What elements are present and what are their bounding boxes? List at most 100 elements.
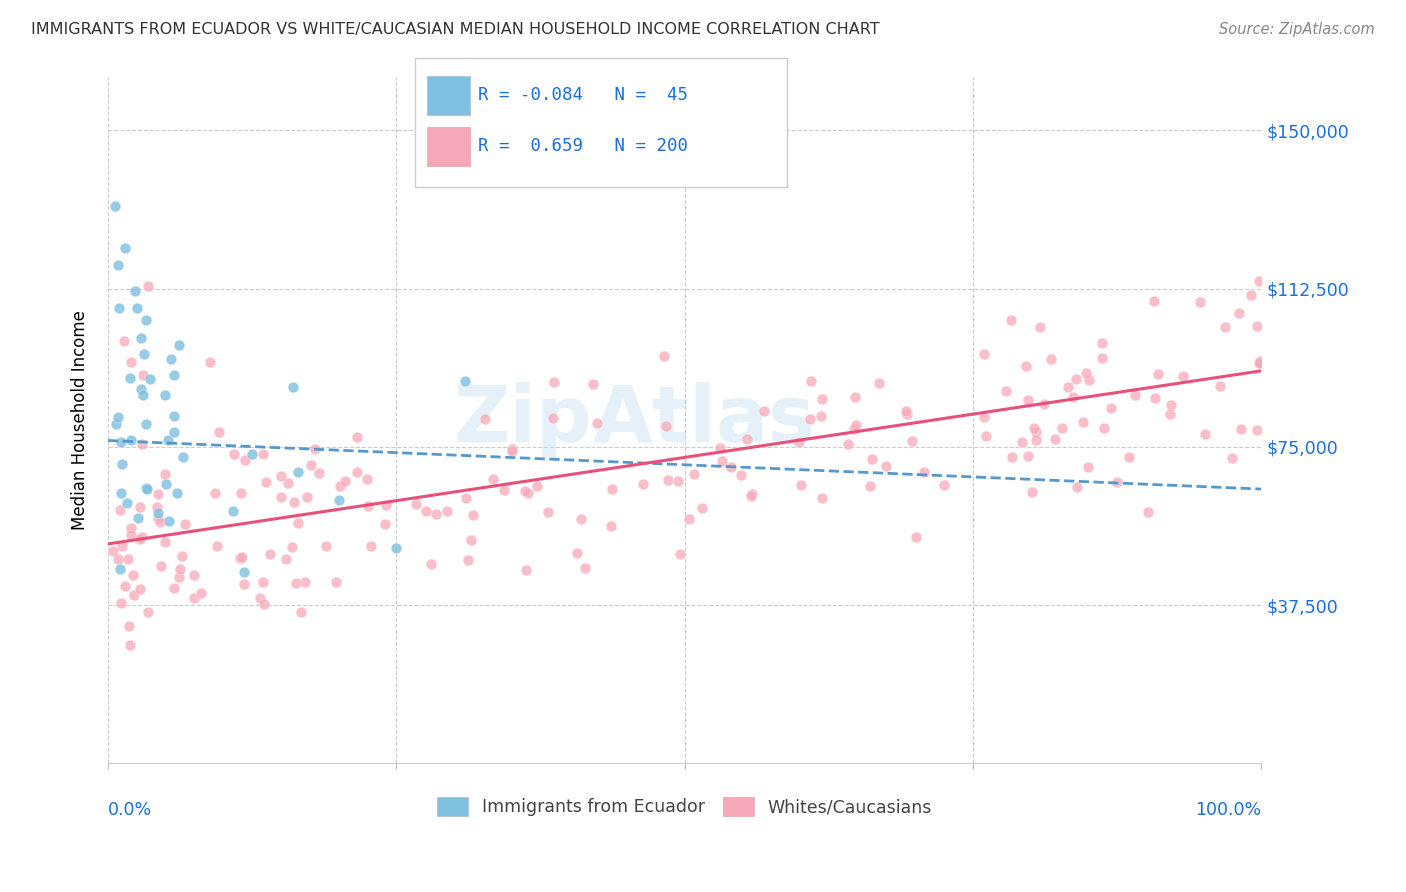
Point: [111, 457, 134, 471]
Point: [124, 284, 146, 298]
Point: [860, 452, 883, 467]
Point: [118, 619, 141, 633]
Point: [252, 575, 274, 590]
Point: [153, 534, 176, 549]
Point: [501, 443, 523, 458]
Point: [1240, 288, 1263, 302]
Point: [153, 467, 176, 481]
Point: [858, 479, 880, 493]
Point: [537, 505, 560, 519]
Point: [174, 517, 197, 532]
Point: [149, 515, 172, 529]
Point: [454, 375, 477, 389]
Point: [374, 516, 396, 531]
Point: [1220, 451, 1243, 466]
Point: [149, 558, 172, 573]
Point: [240, 447, 263, 461]
Point: [232, 576, 254, 591]
Point: [101, 544, 124, 558]
Point: [233, 453, 256, 467]
Point: [934, 477, 956, 491]
Point: [163, 409, 186, 423]
Point: [172, 450, 194, 465]
Point: [1091, 351, 1114, 365]
Point: [107, 301, 129, 315]
Point: [844, 422, 866, 436]
Point: [735, 432, 758, 446]
Point: [107, 409, 129, 424]
Point: [1099, 401, 1122, 416]
Point: [117, 552, 139, 566]
Point: [156, 434, 179, 448]
Point: [325, 574, 347, 589]
Point: [683, 467, 706, 481]
Point: [253, 597, 276, 611]
Point: [494, 483, 516, 497]
Point: [295, 490, 318, 504]
Point: [1074, 366, 1097, 380]
Point: [153, 388, 176, 402]
Point: [146, 487, 169, 501]
Point: [1001, 450, 1024, 465]
Point: [252, 447, 274, 461]
Point: [1249, 356, 1271, 370]
Point: [129, 382, 152, 396]
Point: [1249, 354, 1271, 368]
Point: [461, 508, 484, 523]
Point: [270, 490, 292, 504]
Point: [299, 458, 322, 472]
Text: Zip: Zip: [454, 383, 592, 458]
Point: [754, 404, 776, 418]
Point: [122, 588, 145, 602]
Point: [287, 516, 309, 530]
Point: [481, 472, 503, 486]
Point: [274, 552, 297, 566]
Point: [1209, 378, 1232, 392]
Point: [1143, 293, 1166, 308]
Point: [148, 507, 170, 521]
Point: [249, 591, 271, 605]
Point: [425, 507, 447, 521]
Point: [110, 596, 132, 610]
Point: [1077, 459, 1099, 474]
Point: [183, 568, 205, 582]
Point: [139, 372, 162, 386]
Point: [1011, 434, 1033, 449]
Point: [277, 476, 299, 491]
Point: [146, 511, 169, 525]
Point: [1040, 352, 1063, 367]
Point: [1021, 484, 1043, 499]
Point: [799, 412, 821, 426]
Point: [720, 459, 742, 474]
Point: [131, 530, 153, 544]
Point: [231, 486, 253, 500]
Point: [657, 473, 679, 487]
Point: [122, 567, 145, 582]
Text: R = -0.084   N =  45: R = -0.084 N = 45: [478, 87, 688, 104]
Point: [844, 390, 866, 404]
Text: 0.0%: 0.0%: [108, 801, 152, 819]
Text: 100.0%: 100.0%: [1195, 801, 1261, 819]
Point: [973, 410, 995, 425]
Point: [1213, 319, 1236, 334]
Point: [586, 416, 609, 430]
Point: [357, 499, 380, 513]
Point: [163, 582, 186, 596]
Point: [360, 539, 382, 553]
Point: [136, 605, 159, 619]
Point: [1024, 425, 1046, 439]
Point: [543, 376, 565, 390]
Point: [875, 459, 897, 474]
Text: Atlas: Atlas: [592, 383, 815, 458]
Point: [526, 479, 548, 493]
Point: [1057, 380, 1080, 394]
Text: Source: ZipAtlas.com: Source: ZipAtlas.com: [1219, 22, 1375, 37]
Point: [1160, 398, 1182, 412]
Point: [190, 586, 212, 600]
Point: [1017, 393, 1039, 408]
Point: [669, 547, 692, 561]
Point: [105, 417, 128, 431]
Point: [155, 476, 177, 491]
Point: [120, 521, 142, 535]
Point: [208, 425, 231, 440]
